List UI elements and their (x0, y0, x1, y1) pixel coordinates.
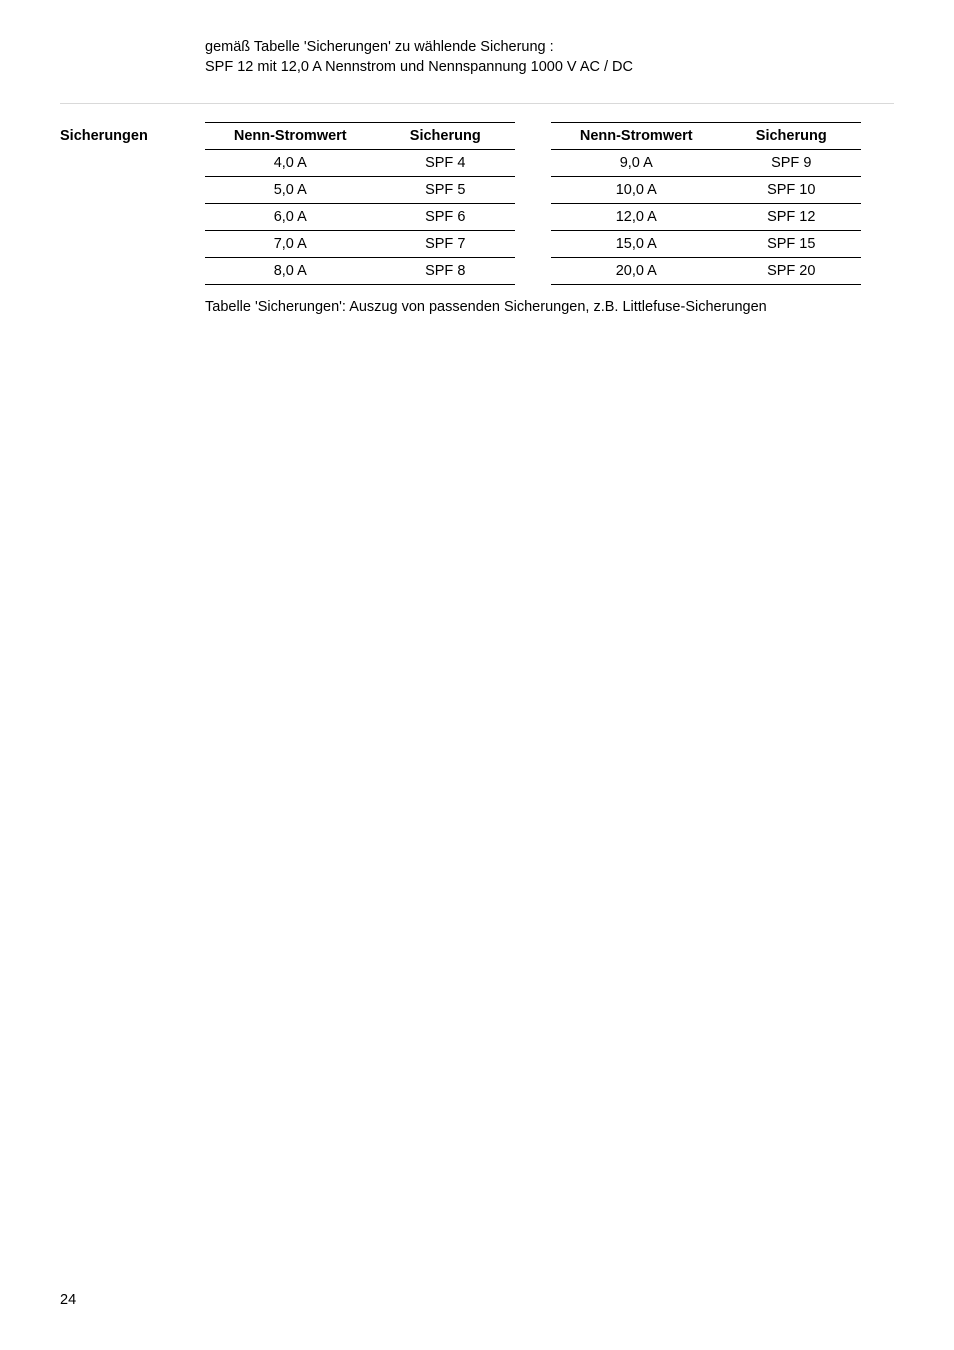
header-nenn-stromwert: Nenn-Stromwert (205, 123, 376, 150)
table-row: 12,0 A SPF 12 (551, 204, 861, 231)
cell-sicherung: SPF 5 (376, 177, 516, 204)
cell-stromwert: 20,0 A (551, 258, 722, 285)
table-row: 7,0 A SPF 7 (205, 231, 515, 258)
cell-sicherung: SPF 7 (376, 231, 516, 258)
table-header-row: Nenn-Stromwert Sicherung (551, 123, 861, 150)
intro-block: gemäß Tabelle 'Sicherungen' zu wählende … (205, 38, 894, 77)
table-header-row: Nenn-Stromwert Sicherung (205, 123, 515, 150)
cell-stromwert: 6,0 A (205, 204, 376, 231)
header-sicherung: Sicherung (376, 123, 516, 150)
cell-stromwert: 7,0 A (205, 231, 376, 258)
fuse-table-right: Nenn-Stromwert Sicherung 9,0 A SPF 9 10,… (551, 122, 861, 285)
header-sicherung: Sicherung (722, 123, 862, 150)
table-row: 15,0 A SPF 15 (551, 231, 861, 258)
intro-line-2: SPF 12 mit 12,0 A Nennstrom und Nennspan… (205, 58, 894, 78)
cell-sicherung: SPF 15 (722, 231, 862, 258)
cell-stromwert: 15,0 A (551, 231, 722, 258)
table-row: 8,0 A SPF 8 (205, 258, 515, 285)
cell-sicherung: SPF 6 (376, 204, 516, 231)
cell-sicherung: SPF 10 (722, 177, 862, 204)
table-row: 9,0 A SPF 9 (551, 150, 861, 177)
table-row: 4,0 A SPF 4 (205, 150, 515, 177)
cell-stromwert: 4,0 A (205, 150, 376, 177)
cell-stromwert: 10,0 A (551, 177, 722, 204)
cell-sicherung: SPF 9 (722, 150, 862, 177)
table-caption: Tabelle 'Sicherungen': Auszug von passen… (205, 299, 894, 315)
table-row: 20,0 A SPF 20 (551, 258, 861, 285)
page-number: 24 (60, 1292, 76, 1308)
cell-stromwert: 5,0 A (205, 177, 376, 204)
divider (60, 103, 894, 104)
table-row: 6,0 A SPF 6 (205, 204, 515, 231)
header-nenn-stromwert: Nenn-Stromwert (551, 123, 722, 150)
table-row: 10,0 A SPF 10 (551, 177, 861, 204)
page: gemäß Tabelle 'Sicherungen' zu wählende … (0, 0, 954, 1350)
cell-sicherung: SPF 8 (376, 258, 516, 285)
table-row: 5,0 A SPF 5 (205, 177, 515, 204)
fuse-table-left: Nenn-Stromwert Sicherung 4,0 A SPF 4 5,0… (205, 122, 515, 285)
cell-sicherung: SPF 4 (376, 150, 516, 177)
cell-stromwert: 12,0 A (551, 204, 722, 231)
cell-sicherung: SPF 20 (722, 258, 862, 285)
cell-stromwert: 9,0 A (551, 150, 722, 177)
cell-sicherung: SPF 12 (722, 204, 862, 231)
tables-wrap: Nenn-Stromwert Sicherung 4,0 A SPF 4 5,0… (205, 122, 894, 285)
sicherungen-section: Sicherungen Nenn-Stromwert Sicherung 4,0… (60, 122, 894, 285)
intro-line-1: gemäß Tabelle 'Sicherungen' zu wählende … (205, 38, 894, 58)
section-label: Sicherungen (60, 122, 205, 144)
cell-stromwert: 8,0 A (205, 258, 376, 285)
